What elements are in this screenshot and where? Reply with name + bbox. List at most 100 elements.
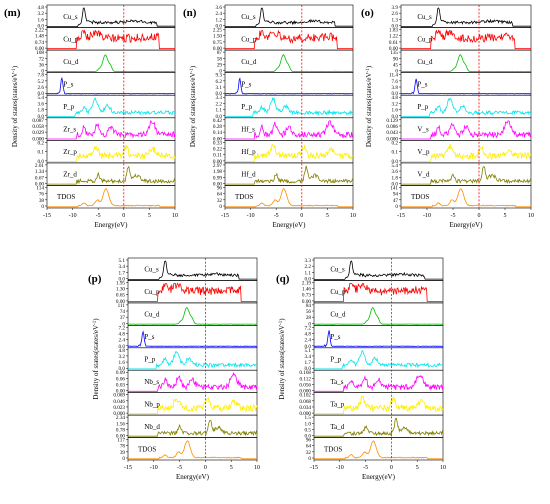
y-tick-label: 0.00 (116, 434, 125, 440)
panel-label: (o) (361, 7, 374, 19)
series-label: Zr_p (63, 148, 77, 156)
dos-curve (127, 330, 257, 347)
y-tick-label: 5.2 (38, 79, 45, 85)
y-tick-label: 117 (117, 438, 125, 444)
y-tick-label: 39 (120, 450, 126, 456)
dos-curve (128, 396, 258, 415)
y-tick-label: 0.00 (213, 136, 222, 142)
y-tick-label: 1.6 (119, 360, 126, 366)
y-axis-label: Density of states(states/eV-1) (365, 65, 373, 147)
dos-curve (314, 417, 444, 437)
series-label: V_d (417, 171, 430, 179)
dos-curve (225, 29, 353, 50)
x-tick-label: -10 (247, 213, 255, 219)
dos-curve (401, 29, 531, 50)
y-tick-label: 4.8 (119, 331, 126, 337)
panel-label: (q) (276, 273, 290, 285)
x-tick-label: 0 (204, 465, 207, 471)
series-strip-cu-s: 3.32.21.10.0 Cu_s (305, 257, 444, 282)
panel-label: (p) (88, 273, 102, 285)
dos-curve (128, 260, 257, 280)
y-tick-label: 0 (395, 69, 398, 75)
dos-curve (46, 76, 176, 95)
series-strip-cu-s: 4.83.21.60.0 Cu_s (38, 4, 176, 30)
series-label: Cu_p (417, 35, 433, 43)
series-strip-v-d: 5.43.61.80.0V_d (392, 162, 532, 187)
dos-curve (401, 165, 532, 185)
series-strip-cu-p: 1.831.220.610.00 Cu_p (389, 27, 532, 52)
x-tick-label: 0 (122, 213, 125, 219)
y-tick-label: 6.2 (216, 79, 223, 85)
y-tick-label: 0 (219, 204, 222, 210)
y-tick-label: 0.1 (38, 150, 45, 156)
strip-frame (400, 185, 532, 209)
x-tick-label: -5 (96, 213, 101, 219)
y-tick-label: 64 (306, 444, 312, 450)
y-tick-label: 78 (120, 444, 126, 450)
y-tick-label: 45 (393, 62, 399, 68)
y-tick-label: 0.0 (38, 24, 45, 30)
y-tick-label: 0.03 (116, 383, 125, 389)
y-tick-label: 1.22 (389, 34, 398, 40)
series-label: Hf_s (241, 126, 255, 134)
y-tick-label: 0.0 (392, 159, 399, 165)
x-tick-label: 5 (230, 465, 233, 471)
dos-curve (47, 97, 176, 117)
series-strip-p-p: 5.43.61.80.0P_p (38, 94, 176, 120)
y-tick-label: 0.0 (392, 24, 399, 30)
y-tick-label: 90 (393, 56, 399, 62)
y-tick-label: 1.34 (35, 169, 44, 175)
y-axis-label: Density of states(states/eV-1) (92, 318, 100, 400)
series-label: Cu_d (330, 311, 346, 319)
x-axis-label: Energy(eV) (362, 473, 396, 481)
x-tick-label: 5 (504, 213, 507, 219)
y-tick-label: 0.023 (113, 405, 125, 411)
series-strip-nb-d: 2.341.560.780.00 Nb_d (116, 414, 258, 440)
strip-frame (313, 437, 444, 461)
series-label: Nb_p (144, 400, 160, 408)
strip-frame (46, 185, 176, 209)
y-tick-label: 1.83 (389, 28, 398, 34)
y-tick-label: 0.00 (116, 389, 125, 395)
y-tick-label: 0.168 (299, 370, 311, 376)
series-label: Cu_s (241, 13, 256, 21)
y-tick-label: 0.0 (392, 181, 399, 187)
series-strip-p-p: 4.83.21.60.0P_p (119, 347, 258, 372)
y-tick-label: 1.2 (216, 17, 223, 23)
y-tick-label: 0 (122, 321, 125, 327)
dos-curve (314, 260, 443, 280)
y-tick-label: 0.06 (116, 376, 125, 382)
y-tick-label: 2.19 (302, 280, 311, 286)
y-tick-label: 2.4 (305, 338, 312, 344)
y-tick-label: 1.1 (216, 108, 223, 114)
dos-curve (128, 282, 257, 302)
y-tick-label: 96 (306, 438, 312, 444)
y-axis-label: Density of states(states/eV-1) (278, 318, 286, 400)
y-tick-label: 3.6 (392, 169, 399, 175)
series-label: Ta_d (330, 423, 344, 431)
dos-curve (401, 97, 532, 117)
y-tick-label: 0.00 (389, 46, 398, 52)
y-tick-label: 94 (393, 192, 399, 198)
y-tick-label: 3.2 (38, 11, 45, 17)
dos-curve (401, 7, 531, 27)
y-tick-label: 4.8 (119, 348, 126, 354)
series-label: Hf_d (241, 171, 256, 179)
y-tick-label: 1.1 (305, 270, 312, 276)
y-tick-label: 2.2 (216, 101, 223, 107)
series-label: Cu_s (417, 13, 432, 21)
dos-curve (225, 143, 354, 162)
y-tick-label: 0.0 (38, 114, 45, 120)
y-tick-label: 84 (306, 303, 312, 309)
x-tick-label: 10 (172, 213, 178, 219)
y-tick-label: 2.4 (119, 338, 126, 344)
y-tick-label: 0.2 (392, 140, 399, 146)
series-label: P_s (330, 333, 340, 341)
y-tick-label: 0.000 (113, 411, 125, 417)
y-tick-label: 0.5 (305, 427, 312, 433)
